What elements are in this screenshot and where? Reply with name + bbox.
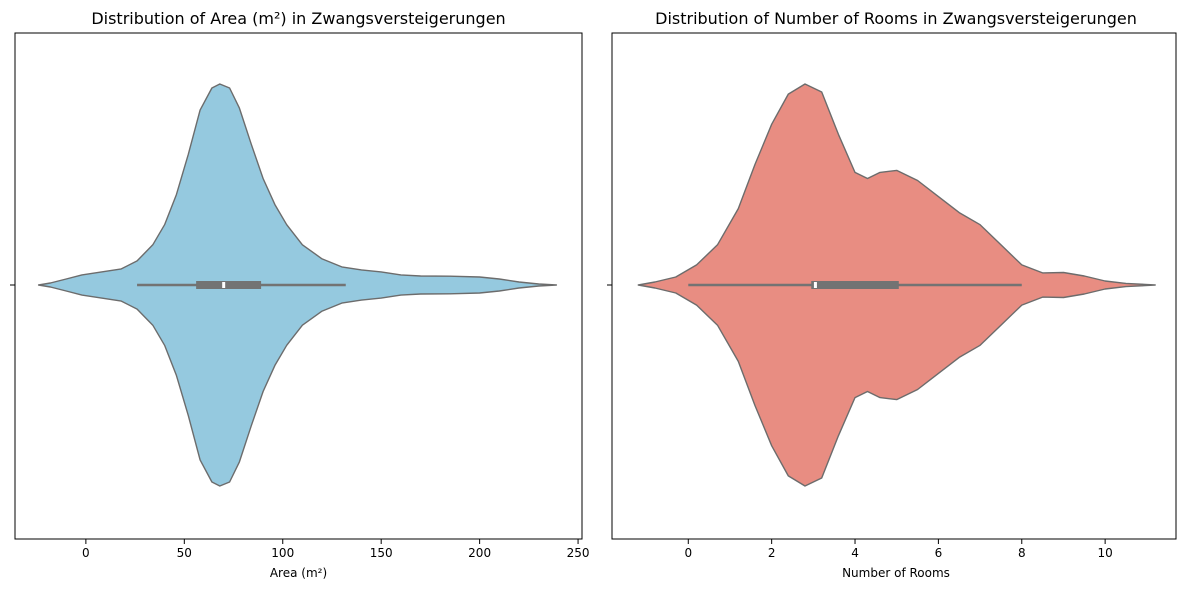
area-iqr-box (196, 281, 262, 289)
area-violin-panel: Distribution of Area (m²) in Zwangsverst… (10, 9, 590, 580)
area-plot-area (14, 32, 583, 540)
area-x-axis-label: Area (m²) (270, 566, 327, 580)
area-median-marker (222, 282, 226, 288)
rooms-x-tick-label: 6 (935, 546, 943, 560)
rooms-x-tick-label: 8 (1018, 546, 1026, 560)
area-chart-title: Distribution of Area (m²) in Zwangsverst… (91, 9, 505, 28)
area-x-axis: 0 50 100 150 200 250 (82, 539, 590, 560)
rooms-x-tick-label: 2 (768, 546, 776, 560)
area-x-tick-label: 150 (370, 546, 393, 560)
rooms-x-axis-label: Number of Rooms (842, 566, 950, 580)
area-x-tick-label: 250 (567, 546, 590, 560)
rooms-x-tick-label: 0 (684, 546, 692, 560)
rooms-plot-area (611, 32, 1177, 540)
rooms-median-marker (813, 282, 817, 288)
area-x-tick-label: 100 (271, 546, 294, 560)
rooms-violin-panel: Distribution of Number of Rooms in Zwang… (607, 9, 1177, 580)
rooms-x-tick-label: 4 (851, 546, 859, 560)
area-axes-frame (14, 32, 583, 540)
area-x-tick-label: 0 (82, 546, 90, 560)
area-x-tick-label: 200 (468, 546, 491, 560)
rooms-iqr-box (811, 281, 899, 289)
rooms-x-axis: 0 2 4 6 8 10 (684, 539, 1113, 560)
rooms-x-tick-label: 10 (1097, 546, 1112, 560)
area-x-tick-label: 50 (177, 546, 192, 560)
rooms-axes-frame (611, 32, 1177, 540)
rooms-chart-title: Distribution of Number of Rooms in Zwang… (655, 9, 1137, 28)
